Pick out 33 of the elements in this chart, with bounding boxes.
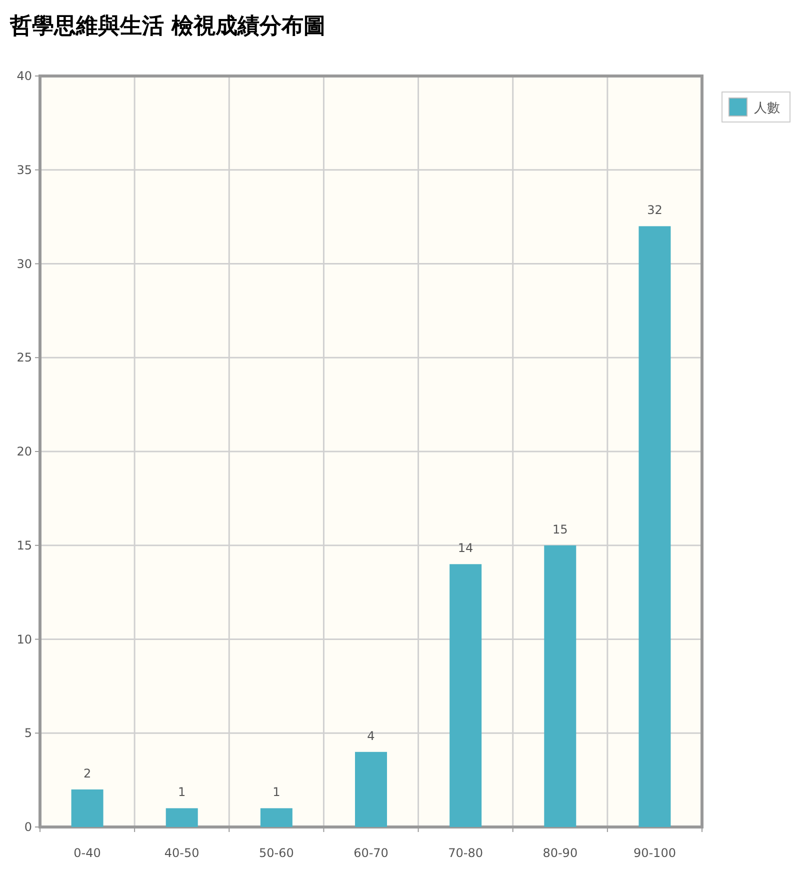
x-tick-label: 50-60 <box>258 846 294 860</box>
data-label: 4 <box>367 728 375 743</box>
bar <box>450 564 482 827</box>
data-label: 1 <box>272 785 280 800</box>
x-tick-label: 70-80 <box>448 846 484 860</box>
data-label: 1 <box>178 785 186 800</box>
legend: 人數 <box>722 92 790 122</box>
chart-title: 哲學思維與生活 檢視成績分布圖 <box>9 14 326 39</box>
data-label: 2 <box>83 766 92 780</box>
x-tick-label: 80-90 <box>542 846 578 860</box>
y-tick-label: 20 <box>16 444 32 458</box>
y-tick-label: 30 <box>16 256 32 271</box>
bar <box>71 789 104 827</box>
bar <box>166 808 198 827</box>
bar <box>544 545 576 827</box>
data-label: 14 <box>458 541 474 556</box>
x-tick-label: 40-50 <box>164 846 200 860</box>
bar <box>355 752 387 827</box>
data-label: 32 <box>647 203 662 218</box>
y-tick-label: 10 <box>16 632 32 646</box>
y-tick-label: 25 <box>16 350 32 365</box>
x-tick-label: 60-70 <box>354 846 388 860</box>
x-tick-label: 0-40 <box>74 846 101 860</box>
y-tick-label: 15 <box>16 538 32 552</box>
y-tick-label: 5 <box>24 726 32 740</box>
data-label: 15 <box>552 522 568 536</box>
y-tick-label: 40 <box>16 69 32 83</box>
bar <box>638 226 671 827</box>
x-tick-label: 90-100 <box>633 846 676 860</box>
y-tick-label: 35 <box>16 162 32 177</box>
legend-label: 人數 <box>754 101 780 116</box>
y-tick-label: 0 <box>24 820 32 834</box>
bar <box>260 808 292 827</box>
